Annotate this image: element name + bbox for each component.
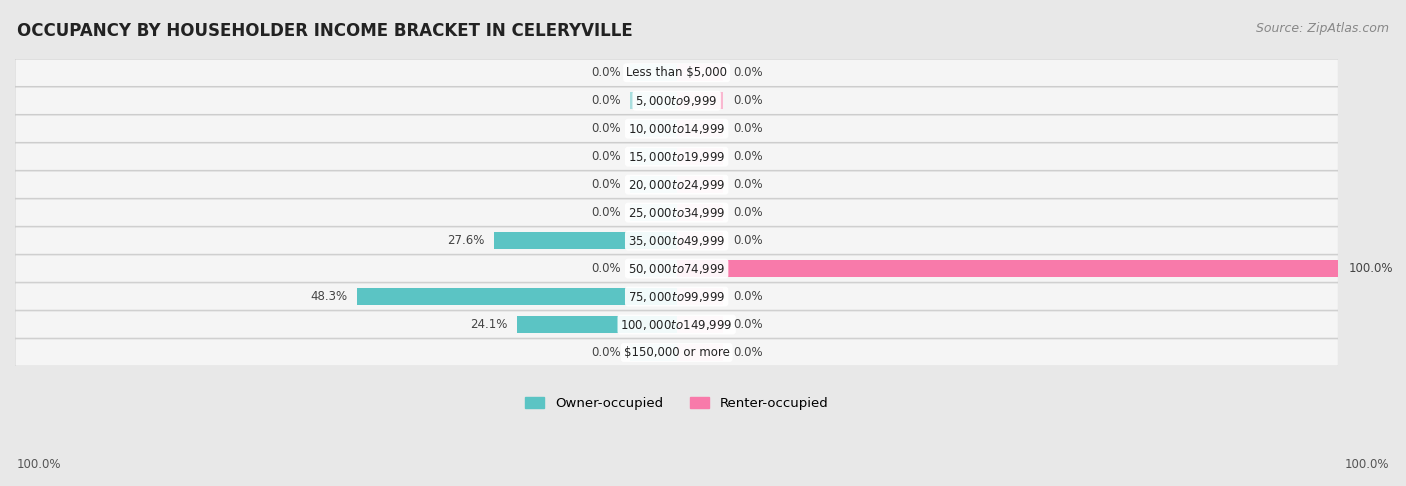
Text: 27.6%: 27.6%	[447, 234, 484, 247]
FancyBboxPatch shape	[15, 143, 1339, 171]
Text: 48.3%: 48.3%	[311, 290, 347, 303]
Text: 0.0%: 0.0%	[733, 346, 762, 359]
Text: Less than $5,000: Less than $5,000	[626, 66, 727, 79]
Bar	[630, 64, 676, 81]
Text: 100.0%: 100.0%	[1344, 458, 1389, 471]
Text: 0.0%: 0.0%	[733, 150, 762, 163]
Text: 0.0%: 0.0%	[591, 66, 620, 79]
Text: 0.0%: 0.0%	[733, 66, 762, 79]
Text: Source: ZipAtlas.com: Source: ZipAtlas.com	[1256, 22, 1389, 35]
FancyBboxPatch shape	[15, 115, 1339, 142]
Text: 0.0%: 0.0%	[591, 122, 620, 135]
FancyBboxPatch shape	[15, 171, 1339, 198]
Text: 0.0%: 0.0%	[591, 346, 620, 359]
Bar	[630, 148, 676, 165]
Text: 0.0%: 0.0%	[591, 206, 620, 219]
Text: $50,000 to $74,999: $50,000 to $74,999	[628, 261, 725, 276]
Bar	[676, 204, 723, 221]
Text: $75,000 to $99,999: $75,000 to $99,999	[628, 290, 725, 304]
Text: 0.0%: 0.0%	[733, 122, 762, 135]
Text: 0.0%: 0.0%	[591, 178, 620, 191]
FancyBboxPatch shape	[15, 87, 1339, 114]
Text: $100,000 to $149,999: $100,000 to $149,999	[620, 317, 733, 331]
Text: 0.0%: 0.0%	[733, 318, 762, 331]
Bar	[517, 316, 676, 333]
FancyBboxPatch shape	[15, 199, 1339, 226]
Text: 0.0%: 0.0%	[733, 234, 762, 247]
Bar	[676, 120, 723, 138]
FancyBboxPatch shape	[15, 227, 1339, 254]
Bar	[630, 344, 676, 361]
Bar	[676, 344, 723, 361]
Text: 24.1%: 24.1%	[470, 318, 508, 331]
Bar	[676, 288, 723, 305]
Text: $150,000 or more: $150,000 or more	[624, 346, 730, 359]
FancyBboxPatch shape	[15, 311, 1339, 338]
Text: 0.0%: 0.0%	[733, 206, 762, 219]
Text: $15,000 to $19,999: $15,000 to $19,999	[628, 150, 725, 164]
Text: 0.0%: 0.0%	[591, 94, 620, 107]
Bar	[630, 120, 676, 138]
Bar	[676, 232, 723, 249]
Text: $20,000 to $24,999: $20,000 to $24,999	[628, 178, 725, 191]
Bar	[630, 92, 676, 109]
Text: $25,000 to $34,999: $25,000 to $34,999	[628, 206, 725, 220]
Bar	[630, 176, 676, 193]
Text: OCCUPANCY BY HOUSEHOLDER INCOME BRACKET IN CELERYVILLE: OCCUPANCY BY HOUSEHOLDER INCOME BRACKET …	[17, 22, 633, 40]
Text: 0.0%: 0.0%	[733, 178, 762, 191]
FancyBboxPatch shape	[15, 255, 1339, 282]
FancyBboxPatch shape	[15, 283, 1339, 310]
Text: 0.0%: 0.0%	[733, 290, 762, 303]
Bar	[494, 232, 676, 249]
Bar	[676, 92, 723, 109]
Text: $10,000 to $14,999: $10,000 to $14,999	[628, 122, 725, 136]
Legend: Owner-occupied, Renter-occupied: Owner-occupied, Renter-occupied	[519, 391, 834, 416]
Bar	[676, 148, 723, 165]
Bar	[676, 176, 723, 193]
FancyBboxPatch shape	[15, 339, 1339, 366]
FancyBboxPatch shape	[15, 59, 1339, 87]
Text: 100.0%: 100.0%	[17, 458, 62, 471]
Bar	[676, 316, 723, 333]
Bar	[676, 64, 723, 81]
Text: $35,000 to $49,999: $35,000 to $49,999	[628, 234, 725, 247]
Text: 0.0%: 0.0%	[591, 262, 620, 275]
Text: 0.0%: 0.0%	[733, 94, 762, 107]
Bar	[630, 204, 676, 221]
Bar	[676, 260, 1339, 277]
Text: 0.0%: 0.0%	[591, 150, 620, 163]
Text: 100.0%: 100.0%	[1348, 262, 1393, 275]
Bar	[630, 260, 676, 277]
Bar	[357, 288, 676, 305]
Text: $5,000 to $9,999: $5,000 to $9,999	[636, 94, 718, 108]
